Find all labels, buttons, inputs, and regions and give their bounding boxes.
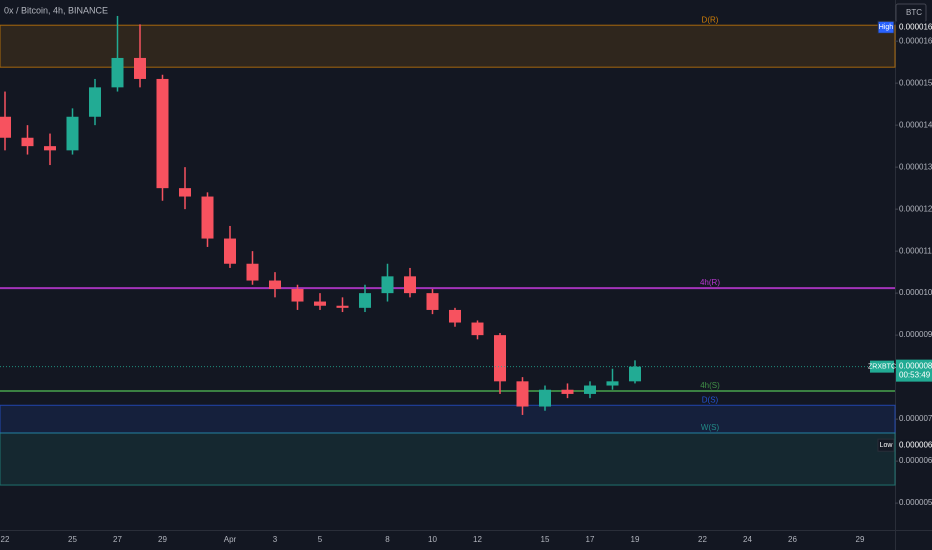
zone-box [0, 404, 896, 434]
candle-body [539, 389, 551, 407]
x-tick-label: 27 [113, 535, 122, 544]
candle-body [89, 87, 101, 117]
candle-body [269, 280, 281, 289]
x-tick-label: 22 [1, 535, 10, 544]
candle-body [134, 57, 146, 79]
zone-box [0, 432, 896, 486]
currency-label: BTC [906, 8, 922, 17]
candle-body [359, 293, 371, 308]
chart-title: 0x / Bitcoin, 4h, BINANCE [4, 5, 108, 15]
candle-body [516, 381, 529, 407]
candle-body [224, 238, 236, 264]
candle-body [201, 196, 214, 239]
zone-label: D(R) [702, 15, 719, 24]
candle-body [561, 389, 574, 394]
y-tick-label: 0.00001300 [899, 162, 932, 171]
last-price-label: 0.00000825 [899, 362, 932, 371]
y-tick-label: 0.00000500 [899, 498, 932, 507]
marker-tag: High [879, 24, 894, 31]
candle-body [629, 366, 641, 382]
marker-box [896, 439, 932, 452]
x-tick-label: 29 [158, 535, 167, 544]
last-price-box [896, 359, 932, 382]
zone-label: 4h(S) [700, 381, 720, 390]
zone-label: W(S) [701, 423, 720, 432]
y-tick-label: 0.00000600 [899, 456, 932, 465]
x-tick-label: 3 [273, 535, 278, 544]
candle-body [606, 381, 619, 386]
symbol-box [870, 360, 894, 373]
x-tick-label: 22 [698, 535, 707, 544]
zone-label: D(S) [702, 395, 719, 404]
candle-body [584, 385, 596, 394]
candle-body [156, 78, 169, 189]
zone-box [0, 24, 896, 68]
y-tick-label: 0.00001500 [899, 78, 932, 87]
x-tick-label: 29 [856, 535, 865, 544]
x-tick-label: 19 [631, 535, 640, 544]
candle-body [336, 305, 349, 308]
marker-label: 0.00000638 [899, 440, 932, 449]
x-tick-label: 15 [541, 535, 550, 544]
candle-body [179, 188, 191, 197]
candle-body [426, 293, 439, 310]
y-tick-label: 0.00001600 [899, 36, 932, 45]
candle-body [66, 116, 79, 151]
candle-body [314, 301, 326, 306]
y-tick-label: 0.00001100 [899, 246, 932, 255]
marker-box [896, 21, 932, 34]
candle-body [381, 276, 394, 294]
symbol-label: ZRXBTC [868, 363, 896, 370]
x-tick-label: 8 [385, 535, 390, 544]
x-tick-label: 24 [743, 535, 752, 544]
marker-label: 0.00001633 [899, 22, 932, 31]
x-tick-label: Apr [224, 535, 237, 544]
x-tick-label: 26 [788, 535, 797, 544]
y-tick-label: 0.00001200 [899, 204, 932, 213]
x-tick-label: 25 [68, 535, 77, 544]
candle-body [21, 137, 34, 147]
candle-body [0, 116, 11, 138]
candle-body [449, 309, 461, 323]
y-tick-label: 0.00000700 [899, 414, 932, 423]
zone-label: 4h(R) [700, 278, 720, 287]
candle-body [291, 288, 304, 302]
y-tick-label: 0.00000900 [899, 330, 932, 339]
x-tick-label: 12 [473, 535, 482, 544]
marker-tag: Low [880, 442, 894, 449]
marker-tag-box [877, 20, 895, 34]
x-tick-label: 5 [318, 535, 323, 544]
marker-tag-box [877, 438, 895, 452]
x-tick-label: 10 [428, 535, 437, 544]
candle-body [494, 335, 506, 382]
y-tick-label: 0.00001400 [899, 120, 932, 129]
candle-body [44, 146, 56, 151]
candle-body [471, 322, 484, 336]
candle-body [404, 276, 416, 294]
x-tick-label: 17 [586, 535, 595, 544]
countdown-label: 00:53:49 [899, 371, 931, 380]
candle-body [111, 57, 124, 88]
candle-body [246, 263, 259, 281]
y-tick-label: 0.00001000 [899, 288, 932, 297]
